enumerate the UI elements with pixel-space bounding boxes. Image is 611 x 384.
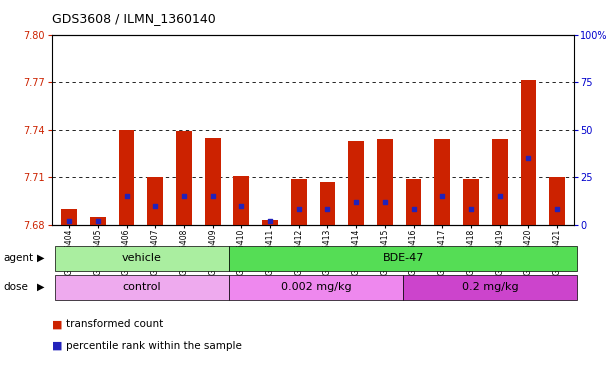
- Bar: [55, 246, 229, 271]
- Point: [552, 206, 562, 212]
- Bar: [463, 179, 479, 225]
- Text: ▶: ▶: [37, 282, 44, 292]
- Point: [524, 155, 533, 161]
- Point: [179, 193, 189, 199]
- Point: [409, 206, 419, 212]
- Bar: [348, 141, 364, 225]
- Bar: [147, 177, 163, 225]
- Bar: [521, 81, 536, 225]
- Point: [380, 199, 390, 205]
- Text: 0.2 mg/kg: 0.2 mg/kg: [462, 282, 519, 292]
- Bar: [229, 275, 403, 300]
- Point: [437, 193, 447, 199]
- Point: [150, 202, 160, 209]
- Text: transformed count: transformed count: [66, 319, 163, 329]
- Text: ▶: ▶: [37, 253, 44, 263]
- Text: GDS3608 / ILMN_1360140: GDS3608 / ILMN_1360140: [52, 12, 216, 25]
- Text: vehicle: vehicle: [122, 253, 162, 263]
- Point: [265, 218, 275, 224]
- Bar: [176, 131, 192, 225]
- Point: [122, 193, 131, 199]
- Bar: [291, 179, 307, 225]
- Text: dose: dose: [3, 282, 28, 292]
- Point: [323, 206, 332, 212]
- Point: [208, 193, 218, 199]
- Point: [294, 206, 304, 212]
- Text: ■: ■: [52, 319, 62, 329]
- Point: [93, 218, 103, 224]
- Bar: [233, 175, 249, 225]
- Text: control: control: [123, 282, 161, 292]
- Bar: [119, 129, 134, 225]
- Bar: [205, 137, 221, 225]
- Bar: [229, 246, 577, 271]
- Bar: [55, 275, 229, 300]
- Bar: [262, 220, 278, 225]
- Bar: [90, 217, 106, 225]
- Text: agent: agent: [3, 253, 33, 263]
- Bar: [61, 209, 77, 225]
- Bar: [549, 177, 565, 225]
- Text: ■: ■: [52, 341, 62, 351]
- Point: [466, 206, 476, 212]
- Point: [495, 193, 505, 199]
- Point: [351, 199, 361, 205]
- Text: 0.002 mg/kg: 0.002 mg/kg: [280, 282, 351, 292]
- Bar: [492, 139, 508, 225]
- Point: [64, 218, 74, 224]
- Bar: [320, 182, 335, 225]
- Bar: [406, 179, 422, 225]
- Bar: [403, 275, 577, 300]
- Text: percentile rank within the sample: percentile rank within the sample: [66, 341, 242, 351]
- Point: [236, 202, 246, 209]
- Bar: [377, 139, 393, 225]
- Bar: [434, 139, 450, 225]
- Text: BDE-47: BDE-47: [382, 253, 424, 263]
